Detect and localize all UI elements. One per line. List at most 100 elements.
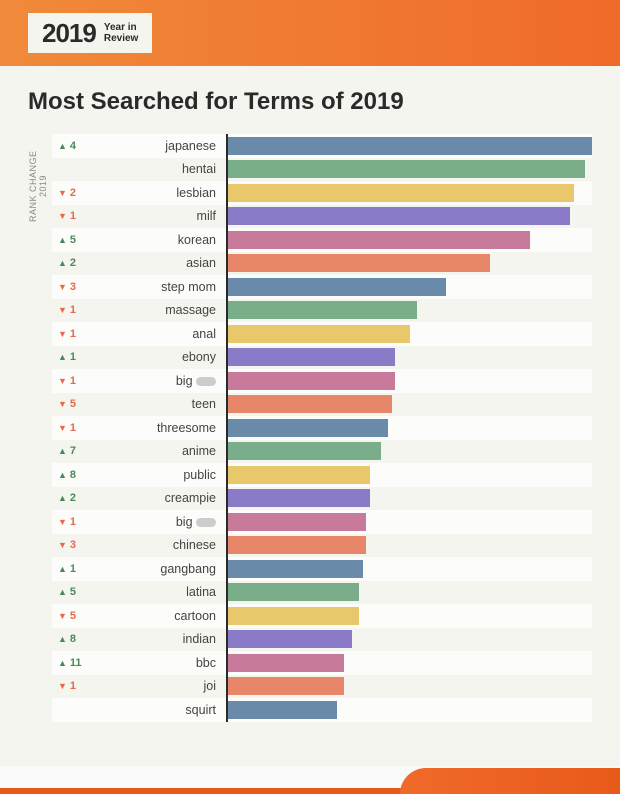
term-label: cartoon: [98, 609, 226, 623]
term-label: squirt: [98, 703, 226, 717]
rank-change-value: 8: [70, 469, 76, 481]
term-label: latina: [98, 585, 226, 599]
arrow-down-icon: ▼: [58, 376, 67, 386]
rank-change-cell: ▼3: [52, 539, 98, 551]
chart-row: ▲5korean: [52, 228, 592, 252]
term-label: gangbang: [98, 562, 226, 576]
rank-change-cell: ▲7: [52, 445, 98, 457]
chart-rows: ▲4japanesehentai▼2lesbian▼1milf▲5korean▲…: [52, 134, 592, 722]
chart-row: ▲1ebony: [52, 346, 592, 370]
bar: [228, 184, 574, 202]
rank-change-cell: ▲5: [52, 234, 98, 246]
header-bar: 2019 Year in Review: [0, 0, 620, 66]
bar: [228, 372, 395, 390]
bar-cell: [226, 393, 592, 417]
rank-change-value: 5: [70, 610, 76, 622]
rank-change-cell: ▼1: [52, 680, 98, 692]
term-label: chinese: [98, 538, 226, 552]
term-label: asian: [98, 256, 226, 270]
content-area: Most Searched for Terms of 2019 RANK CHA…: [0, 66, 620, 766]
bar: [228, 137, 592, 155]
bar-cell: [226, 698, 592, 722]
arrow-up-icon: ▲: [58, 446, 67, 456]
censored-pill: [196, 518, 216, 527]
arrow-down-icon: ▼: [58, 681, 67, 691]
bar: [228, 536, 366, 554]
term-label: threesome: [98, 421, 226, 435]
arrow-up-icon: ▲: [58, 352, 67, 362]
arrow-up-icon: ▲: [58, 564, 67, 574]
rank-change-cell: ▼1: [52, 422, 98, 434]
arrow-up-icon: ▲: [58, 235, 67, 245]
bar: [228, 278, 446, 296]
chart-row: ▼2lesbian: [52, 181, 592, 205]
rank-change-cell: ▲8: [52, 469, 98, 481]
rank-change-cell: ▲8: [52, 633, 98, 645]
rank-change-value: 5: [70, 398, 76, 410]
term-label: public: [98, 468, 226, 482]
bar-cell: [226, 134, 592, 158]
term-label: step mom: [98, 280, 226, 294]
year-subtitle: Year in Review: [104, 22, 138, 44]
bar-cell: [226, 322, 592, 346]
rank-change-cell: ▲4: [52, 140, 98, 152]
bar: [228, 583, 359, 601]
rank-change-value: 3: [70, 281, 76, 293]
bar-cell: [226, 534, 592, 558]
bar-cell: [226, 510, 592, 534]
arrow-down-icon: ▼: [58, 188, 67, 198]
bar-cell: [226, 557, 592, 581]
rank-change-value: 1: [70, 210, 76, 222]
bar: [228, 160, 585, 178]
term-label: creampie: [98, 491, 226, 505]
chart-title: Most Searched for Terms of 2019: [28, 88, 592, 116]
rank-change-cell: ▼1: [52, 375, 98, 387]
term-label: joi: [98, 679, 226, 693]
year-badge: 2019 Year in Review: [28, 13, 152, 53]
chart-row: ▼5cartoon: [52, 604, 592, 628]
term-label: big: [98, 515, 226, 529]
rank-change-value: 11: [70, 657, 82, 669]
rank-change-value: 5: [70, 586, 76, 598]
rank-change-value: 3: [70, 539, 76, 551]
rank-change-value: 1: [70, 563, 76, 575]
chart-row: ▼3chinese: [52, 534, 592, 558]
chart-row: ▼1milf: [52, 205, 592, 229]
bar-cell: [226, 440, 592, 464]
chart-row: hentai: [52, 158, 592, 182]
bar: [228, 607, 359, 625]
footer-curve: [400, 768, 620, 794]
chart-row: ▼1threesome: [52, 416, 592, 440]
rank-change-cell: ▼5: [52, 398, 98, 410]
rank-change-value: 1: [70, 375, 76, 387]
bar-cell: [226, 369, 592, 393]
term-label: anal: [98, 327, 226, 341]
chart-row: ▼1joi: [52, 675, 592, 699]
bar-cell: [226, 463, 592, 487]
rank-change-value: 2: [70, 492, 76, 504]
rank-change-value: 1: [70, 516, 76, 528]
rank-change-value: 1: [70, 680, 76, 692]
chart-row: ▼1big: [52, 369, 592, 393]
rank-change-value: 4: [70, 140, 76, 152]
bar: [228, 231, 530, 249]
arrow-down-icon: ▼: [58, 399, 67, 409]
rank-change-value: 1: [70, 328, 76, 340]
rank-change-cell: ▲11: [52, 657, 98, 669]
bar-cell: [226, 299, 592, 323]
rank-change-cell: ▼1: [52, 328, 98, 340]
chart-row: ▼3 step mom: [52, 275, 592, 299]
rank-change-cell: ▲1: [52, 351, 98, 363]
term-label: lesbian: [98, 186, 226, 200]
bar-cell: [226, 346, 592, 370]
arrow-down-icon: ▼: [58, 282, 67, 292]
rank-change-value: 8: [70, 633, 76, 645]
rank-change-cell: ▼1: [52, 210, 98, 222]
arrow-down-icon: ▼: [58, 423, 67, 433]
bar-cell: [226, 158, 592, 182]
y-axis-label: RANK CHANGE 2019: [28, 134, 48, 234]
bar-cell: [226, 275, 592, 299]
term-label: bbc: [98, 656, 226, 670]
rank-change-value: 5: [70, 234, 76, 246]
bar: [228, 701, 337, 719]
